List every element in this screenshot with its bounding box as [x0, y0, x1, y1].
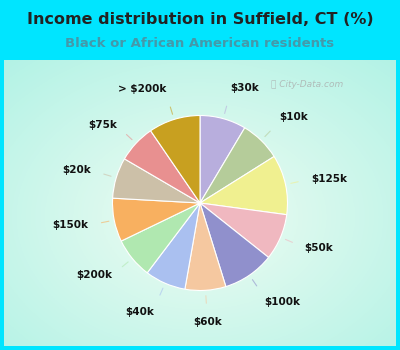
Wedge shape: [113, 159, 200, 203]
Wedge shape: [200, 156, 288, 215]
Wedge shape: [151, 116, 200, 203]
Text: $60k: $60k: [193, 316, 222, 327]
Text: $75k: $75k: [88, 120, 117, 131]
Text: > $200k: > $200k: [118, 84, 166, 94]
Text: ⓘ City-Data.com: ⓘ City-Data.com: [270, 79, 343, 89]
Text: $200k: $200k: [76, 270, 112, 280]
Text: $125k: $125k: [311, 174, 347, 184]
Text: $100k: $100k: [264, 297, 300, 307]
Text: Income distribution in Suffield, CT (%): Income distribution in Suffield, CT (%): [27, 12, 373, 27]
Text: Black or African American residents: Black or African American residents: [66, 37, 334, 50]
Text: $50k: $50k: [305, 243, 334, 253]
Wedge shape: [121, 203, 200, 273]
Text: $10k: $10k: [280, 112, 308, 121]
Text: $40k: $40k: [126, 307, 155, 317]
Wedge shape: [185, 203, 226, 290]
Wedge shape: [124, 131, 200, 203]
Text: $20k: $20k: [62, 165, 91, 175]
Wedge shape: [112, 198, 200, 241]
Wedge shape: [200, 203, 268, 287]
Text: $30k: $30k: [230, 83, 259, 93]
Wedge shape: [200, 128, 274, 203]
Wedge shape: [200, 203, 287, 257]
Wedge shape: [147, 203, 200, 289]
Text: $150k: $150k: [52, 220, 88, 230]
Wedge shape: [200, 116, 245, 203]
